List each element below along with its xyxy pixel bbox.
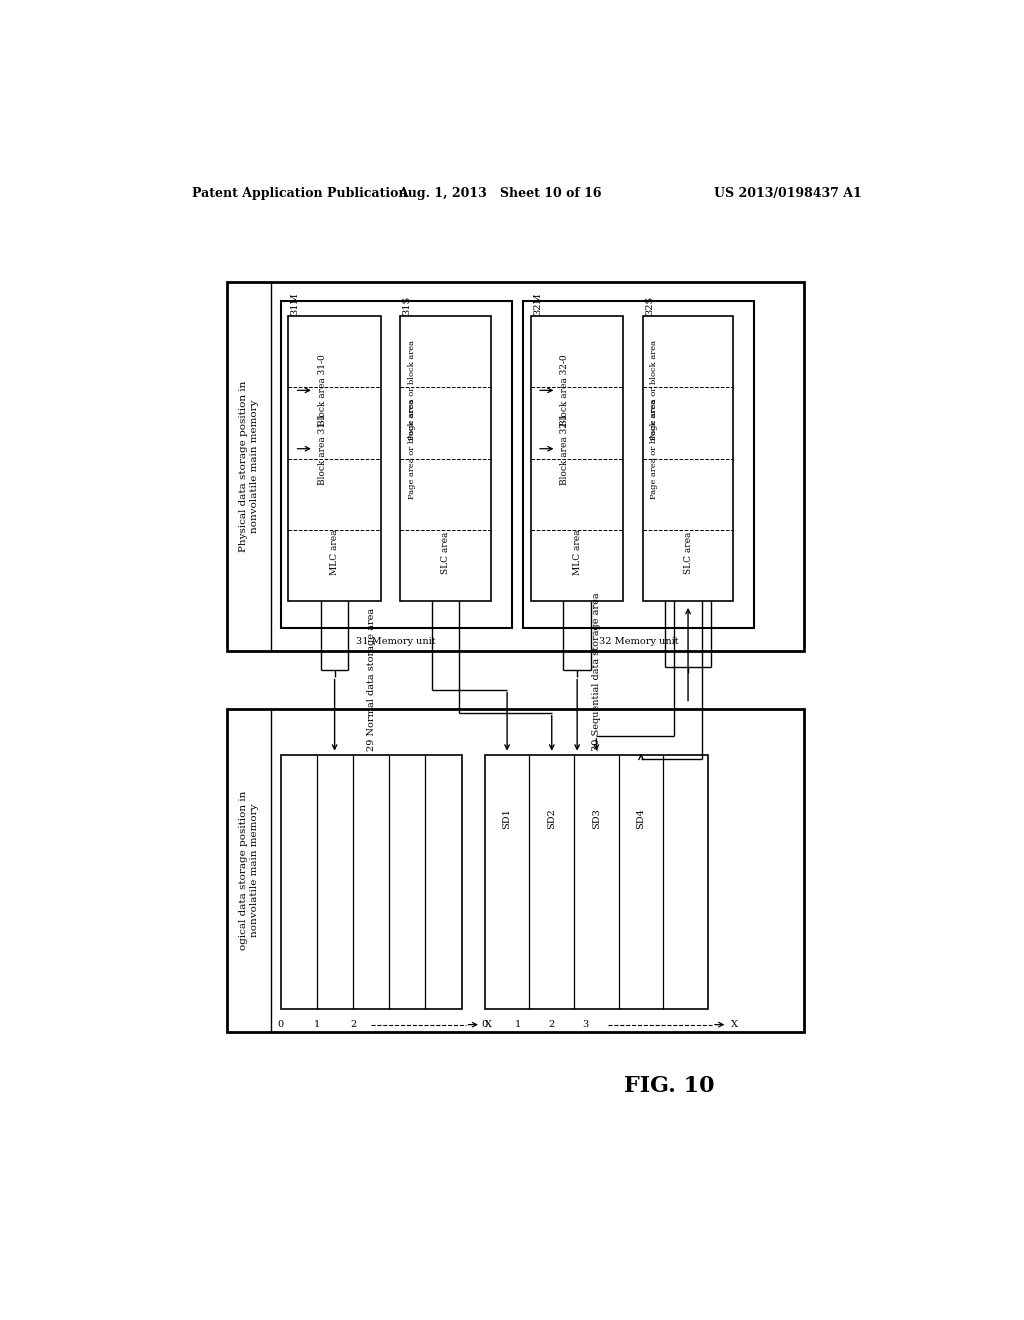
Text: 32 Memory unit: 32 Memory unit	[599, 638, 679, 647]
Bar	[643, 317, 733, 601]
Bar	[484, 755, 708, 1010]
Bar	[281, 301, 512, 628]
Text: 1: 1	[515, 1020, 521, 1030]
Text: 1: 1	[313, 1020, 321, 1030]
Text: 32S: 32S	[645, 296, 654, 314]
Text: US 2013/0198437 A1: US 2013/0198437 A1	[715, 186, 862, 199]
Text: 32M: 32M	[534, 292, 543, 314]
Text: 2: 2	[549, 1020, 555, 1030]
Text: Page area or block area: Page area or block area	[650, 341, 658, 441]
Text: MLC area: MLC area	[330, 529, 339, 576]
Text: MLC area: MLC area	[572, 529, 582, 576]
Text: 2: 2	[350, 1020, 356, 1030]
Text: Block area 32-1: Block area 32-1	[560, 413, 569, 484]
Text: 31S: 31S	[402, 296, 412, 314]
Text: 29 Normal data storage area: 29 Normal data storage area	[367, 609, 376, 751]
Text: Aug. 1, 2013   Sheet 10 of 16: Aug. 1, 2013 Sheet 10 of 16	[398, 186, 602, 199]
Text: Page area or block area: Page area or block area	[408, 341, 416, 441]
Text: SLC area: SLC area	[684, 532, 692, 574]
Bar	[400, 317, 490, 601]
Bar	[281, 755, 462, 1010]
Text: Block area 31-1: Block area 31-1	[317, 413, 327, 484]
Text: Page area or block area: Page area or block area	[408, 399, 416, 499]
Bar	[531, 317, 624, 601]
Text: ogical data storage position in
nonvolatile main memory: ogical data storage position in nonvolat…	[240, 791, 259, 950]
Text: 31M: 31M	[291, 292, 300, 314]
Text: 3: 3	[582, 1020, 589, 1030]
Text: SD1: SD1	[503, 808, 512, 829]
Text: 31 Memory unit: 31 Memory unit	[356, 638, 436, 647]
Text: SD4: SD4	[637, 808, 645, 829]
Text: X: X	[731, 1020, 738, 1030]
Text: FIG. 10: FIG. 10	[625, 1076, 715, 1097]
Text: 0: 0	[278, 1020, 284, 1030]
Bar	[226, 709, 804, 1032]
Text: Page area or block area: Page area or block area	[650, 399, 658, 499]
Text: X: X	[484, 1020, 492, 1030]
Text: Patent Application Publication: Patent Application Publication	[193, 186, 408, 199]
Bar	[226, 281, 804, 651]
Bar	[523, 301, 755, 628]
Text: 0: 0	[481, 1020, 487, 1030]
Text: SD2: SD2	[547, 808, 556, 829]
Text: SD3: SD3	[592, 808, 601, 829]
Text: Block area 32-0: Block area 32-0	[560, 355, 569, 426]
Bar	[289, 317, 381, 601]
Text: Block area 31-0: Block area 31-0	[317, 355, 327, 426]
Text: Physical data storage position in
nonvolatile main memory: Physical data storage position in nonvol…	[240, 380, 259, 552]
Text: SLC area: SLC area	[441, 532, 450, 574]
Text: 30 Sequential data storage area: 30 Sequential data storage area	[592, 593, 601, 751]
